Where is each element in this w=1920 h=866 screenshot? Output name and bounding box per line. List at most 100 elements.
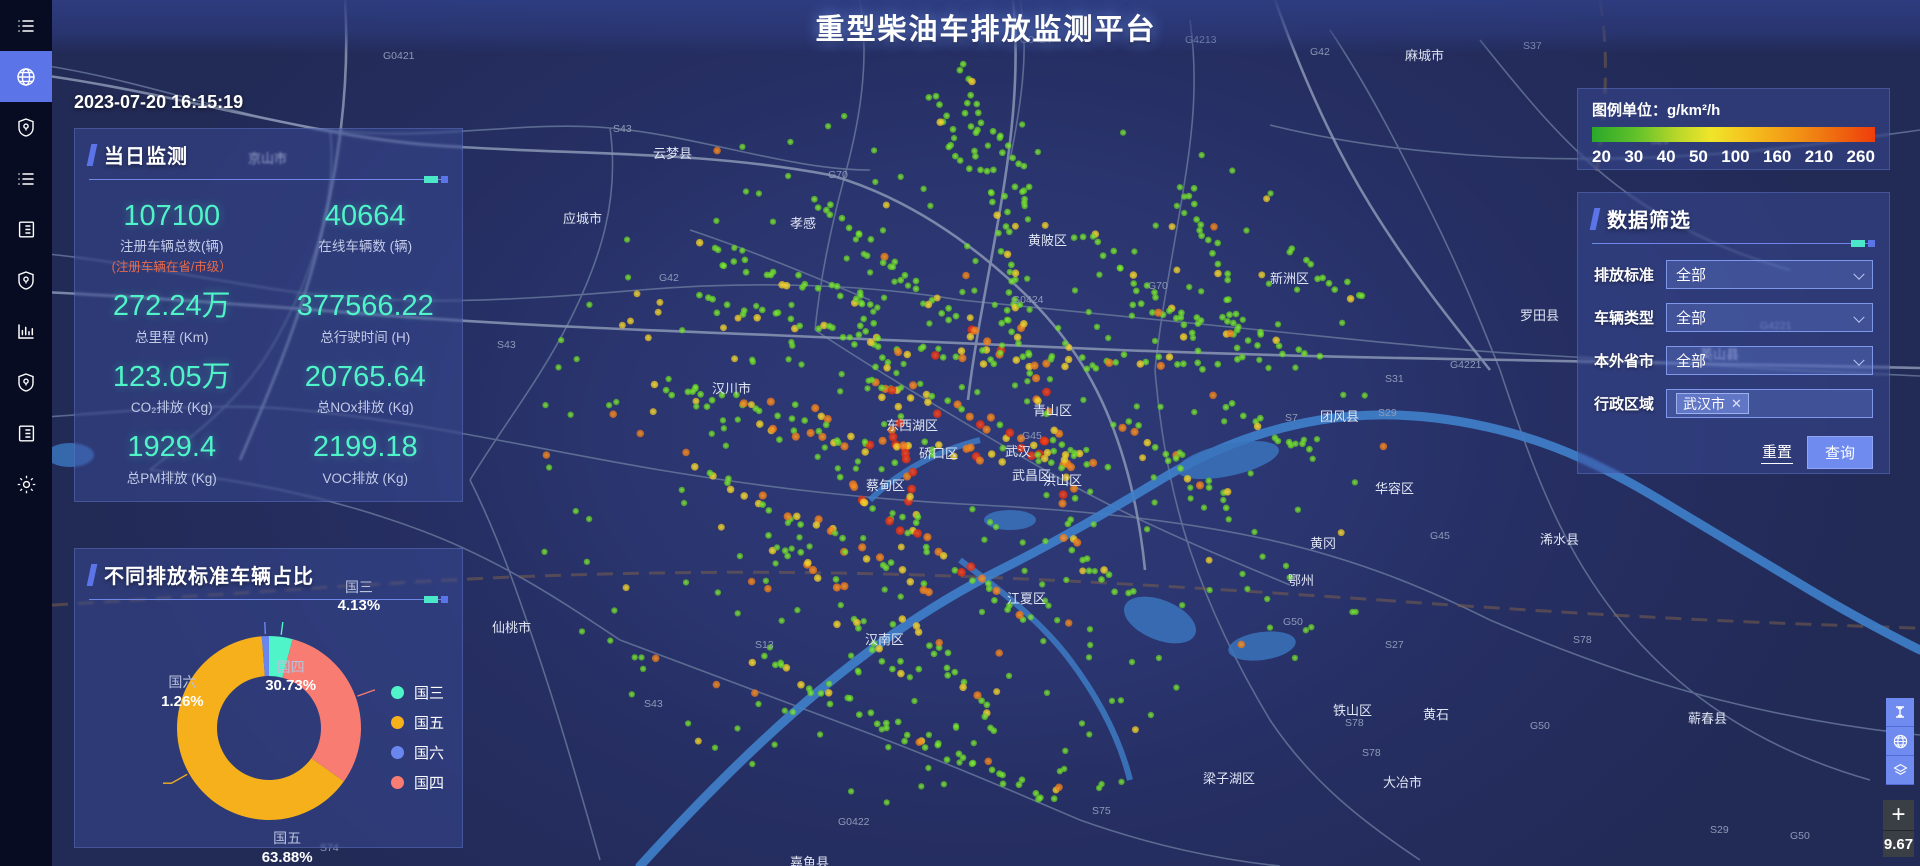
filter-panel-title: 数据筛选	[1607, 210, 1691, 232]
filter-label: 车辆类型	[1594, 310, 1655, 327]
filter-select-1[interactable]: 全部	[1666, 303, 1873, 332]
donut-chart[interactable]: 国三 4.13% 国四 30.73% 国五 63.88% 国六 1.26% 国三 国五 国六 国四	[75, 579, 464, 866]
donut-leader-line	[264, 622, 266, 635]
legend-color-dot	[390, 716, 404, 729]
legend-label: 国六	[413, 745, 444, 762]
daily-monitoring-panel: 当日监测 107100 注册车辆总数(辆) (注册车辆在省/市级） 40664 在线车辆…	[74, 128, 463, 502]
reset-button[interactable]: 重置	[1760, 441, 1793, 464]
panel-divider	[89, 176, 448, 183]
chevron-down-icon	[1853, 268, 1865, 280]
query-button[interactable]: 查询	[1806, 436, 1873, 469]
filter-select-0[interactable]: 全部	[1666, 260, 1873, 289]
stats-panel-title: 当日监测	[104, 146, 188, 168]
legend-tick: 260	[1846, 147, 1875, 166]
stat-value: 272.24万	[112, 290, 231, 323]
shield-icon-2	[16, 270, 36, 291]
accent-bar-icon	[86, 143, 98, 166]
chevron-down-icon	[1853, 354, 1865, 366]
stat-value: 123.05万	[112, 360, 231, 393]
legend-color-dot	[390, 776, 404, 789]
stat-value: 20765.64	[304, 360, 426, 393]
legend-row[interactable]: 国五	[390, 712, 444, 733]
panel-divider	[89, 596, 448, 603]
donut-panel-title: 不同排放标准车辆占比	[104, 566, 314, 588]
map-tool-buttons	[1886, 698, 1914, 785]
globe-icon[interactable]	[1886, 727, 1914, 756]
filter-region-field[interactable]: 武汉市 ✕	[1666, 389, 1873, 418]
donut-leader-line	[280, 622, 284, 635]
sidebar-item-menu-list-icon[interactable]	[0, 0, 52, 51]
layers-icon[interactable]	[1886, 756, 1914, 785]
emission-standard-ratio-panel: 不同排放标准车辆占比 国三 4.13% 国四 30.73% 国五 63.88% 国六 1.26…	[74, 548, 464, 866]
sidebar-item-chart-icon[interactable]	[0, 306, 52, 357]
legend-tick: 160	[1763, 147, 1792, 166]
data-filter-panel: 数据筛选 排放标准 全部 车辆类型 全部 本外省市 全部 行政区域 武汉市 ✕ 重置 查询	[1577, 192, 1890, 474]
stat-value: 40664	[324, 200, 406, 232]
sidebar-item-shield-icon-2[interactable]	[0, 255, 52, 306]
sidebar-item-shield-icon-3[interactable]	[0, 357, 52, 408]
legend-color-dot	[390, 686, 404, 699]
sidebar-item-gear-icon[interactable]	[0, 459, 52, 510]
zoom-in-button[interactable]: +	[1883, 800, 1914, 831]
filter-actions: 重置 查询	[1578, 432, 1889, 469]
legend-label: 国四	[413, 775, 444, 792]
legend-tick: 100	[1721, 147, 1750, 166]
stat-cell: 272.24万 总里程 (Km)	[75, 284, 269, 354]
legend-tick: 20	[1592, 147, 1611, 166]
stat-cell: 40664 在线车辆数 (辆)	[269, 194, 463, 284]
filter-select-value: 全部	[1676, 310, 1707, 327]
sidebar-item-globe-icon[interactable]	[0, 51, 52, 102]
legend-label: 国三	[413, 685, 444, 702]
donut-slice[interactable]	[269, 636, 293, 678]
legend-color-dot	[390, 746, 404, 759]
donut-legend[interactable]: 国三 国五 国六 国四	[390, 682, 444, 793]
filter-label: 行政区域	[1594, 396, 1655, 413]
sidebar-item-report-icon-2[interactable]	[0, 408, 52, 459]
donut-slice[interactable]	[282, 639, 362, 782]
donut-slice[interactable]	[177, 636, 344, 820]
donut-svg	[163, 622, 375, 820]
report-icon-2	[17, 424, 36, 443]
shield-icon-1	[16, 117, 36, 138]
filter-select-2[interactable]: 全部	[1666, 346, 1873, 375]
legend-row[interactable]: 国三	[390, 682, 444, 703]
legend-row[interactable]: 国四	[390, 772, 444, 793]
donut-slice[interactable]	[261, 636, 269, 677]
filter-rows: 排放标准 全部 车辆类型 全部 本外省市 全部 行政区域 武汉市 ✕	[1578, 244, 1889, 418]
stat-label: 总行驶时间 (H)	[320, 329, 411, 345]
legend-row[interactable]: 国六	[390, 742, 444, 763]
divider-dots-icon	[1851, 240, 1875, 247]
sidebar-item-list-icon-2[interactable]	[0, 153, 52, 204]
legend-tick-labels: 20 30 40 50 100 160 210 260	[1592, 147, 1875, 167]
legend-gradient-bar	[1592, 127, 1875, 142]
measure-icon[interactable]	[1886, 698, 1914, 727]
stats-panel-header: 当日监测	[75, 129, 462, 177]
region-tag[interactable]: 武汉市 ✕	[1676, 393, 1749, 414]
stat-cell: 123.05万 CO₂排放 (Kg)	[75, 355, 269, 425]
donut-label-value: 4.13%	[337, 597, 381, 615]
stat-value: 107100	[123, 200, 221, 232]
stat-note: (注册车辆在省/市级）	[111, 260, 232, 275]
divider-dots-icon	[424, 596, 448, 603]
legend-tick: 210	[1804, 147, 1834, 166]
stat-cell: 1929.4 总PM排放 (Kg)	[75, 425, 269, 495]
filter-row: 本外省市 全部	[1594, 346, 1873, 375]
panel-divider	[1592, 240, 1875, 247]
filter-panel-header: 数据筛选	[1578, 193, 1889, 241]
stat-label: 在线车辆数 (辆)	[318, 239, 413, 255]
donut-leader-line	[163, 773, 188, 784]
stat-value: 1929.4	[127, 431, 217, 464]
sidebar-rail	[0, 0, 52, 866]
region-tag-label: 武汉市	[1683, 395, 1725, 412]
accent-bar-icon	[86, 563, 98, 586]
legend-tick: 40	[1656, 147, 1676, 166]
sidebar-item-report-icon-1[interactable]	[0, 204, 52, 255]
stat-cell: 20765.64 总NOx排放 (Kg)	[269, 355, 463, 425]
remove-tag-icon[interactable]: ✕	[1731, 395, 1742, 411]
donut-leader-line	[357, 689, 375, 697]
sidebar-item-shield-icon-1[interactable]	[0, 102, 52, 153]
stats-grid: 107100 注册车辆总数(辆) (注册车辆在省/市级） 40664 在线车辆数 (辆)…	[75, 180, 462, 496]
legend-label: 国五	[413, 715, 444, 732]
